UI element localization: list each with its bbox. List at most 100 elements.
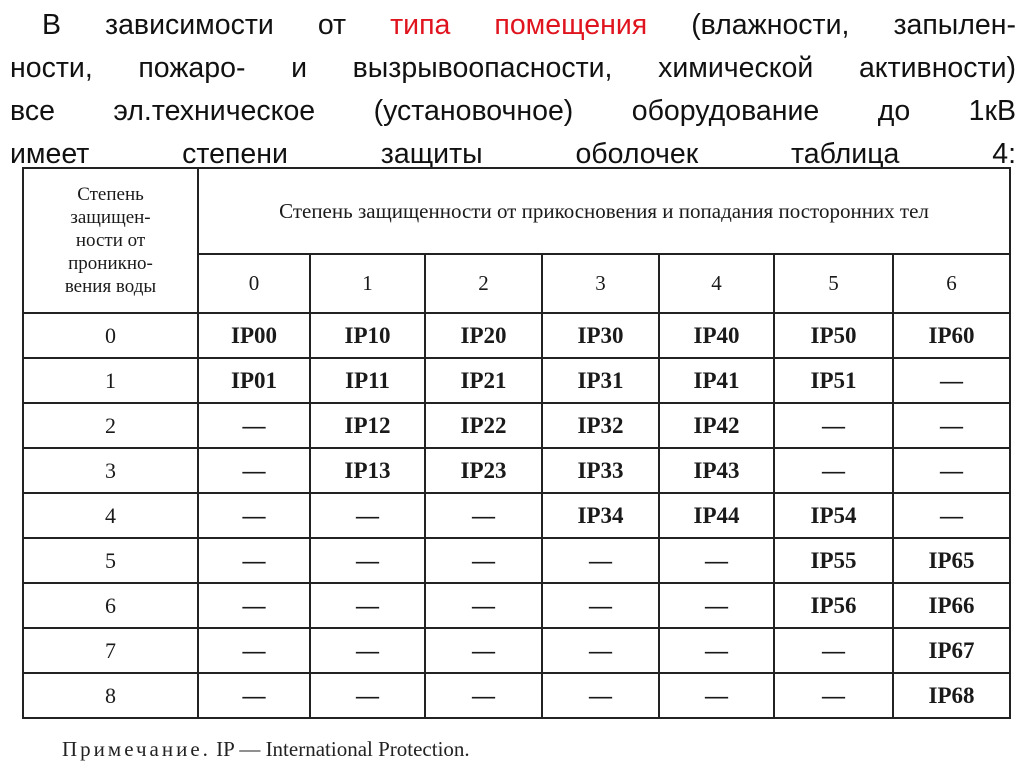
table-cell: — [424,537,543,584]
row-label: 8 [22,672,199,719]
intro-line: имеет степени защиты оболочек таблица 4: [10,133,1016,176]
table-cell: — [658,582,775,629]
table-cell: IP34 [541,492,660,539]
table-cell: IP66 [892,582,1011,629]
note-label: Примечание. [62,737,211,761]
column-number: 5 [773,253,894,314]
table-row: 7— — — — — — IP67 [22,627,1011,674]
table-row: 0 IP00 IP10 IP20 IP30 IP40 IP50 IP60 [22,312,1011,359]
table-cell: IP54 [773,492,894,539]
table-cell: — [424,627,543,674]
intro-line: В зависимости от типа помещения (влажнос… [10,4,1016,47]
table-cell: — [658,537,775,584]
column-number: 3 [541,253,660,314]
intro-segment: В зависимости от [42,9,391,41]
table-row: 3— IP13 IP23 IP33 IP43— — [22,447,1011,494]
table-cell: IP55 [773,537,894,584]
column-number: 0 [197,253,311,314]
table-cell: — [541,582,660,629]
row-header-line: ности от [75,230,146,251]
row-label: 1 [22,357,199,404]
table-cell: IP51 [773,357,894,404]
table-cell: — [541,537,660,584]
table-cell: IP50 [773,312,894,359]
table-cell: IP01 [197,357,311,404]
table-cell: IP00 [197,312,311,359]
table-cell: — [773,402,894,449]
intro-line: ности, пожаро- и вызрывоопасности, химич… [10,47,1016,90]
table-cell: IP31 [541,357,660,404]
table-cell: — [424,492,543,539]
table-cell: — [424,582,543,629]
table-cell: IP60 [892,312,1011,359]
row-header-line: защищен- [70,207,151,228]
row-label: 2 [22,402,199,449]
table-cell: IP68 [892,672,1011,719]
table-cell: — [197,582,311,629]
row-label: 5 [22,537,199,584]
table-cell: — [197,537,311,584]
row-label: 6 [22,582,199,629]
column-number: 1 [309,253,426,314]
column-number: 4 [658,253,775,314]
table-cell: — [892,492,1011,539]
table-cell: IP56 [773,582,894,629]
row-label: 3 [22,447,199,494]
table-cell: IP41 [658,357,775,404]
note-text: IP — International Protection. [216,737,470,761]
table-row: 4— — — IP34 IP44 IP54— [22,492,1011,539]
table-cell: — [892,402,1011,449]
table-row: 5— — — — — IP55 IP65 [22,537,1011,584]
intro-line: все эл.техническое (установочное) оборуд… [10,90,1016,133]
table-cell: IP43 [658,447,775,494]
table-cell: IP30 [541,312,660,359]
table-cell: IP23 [424,447,543,494]
table-row: 6— — — — — IP56 IP66 [22,582,1011,629]
header-row: Степень защищен-ности от проникно-вения во… [22,167,1011,314]
intro-segment: имеет степени защиты оболочек таблица 4: [10,138,1016,170]
column-number: 2 [424,253,543,314]
intro-segment: (влажности, запылен- [647,9,1016,41]
table-cell: — [773,627,894,674]
table-cell: IP33 [541,447,660,494]
table-cell: — [658,627,775,674]
column-number: 6 [892,253,1011,314]
table-cell: — [309,582,426,629]
table-cell: IP65 [892,537,1011,584]
column-header: Степень защищенности от прикосновения и … [197,167,1011,255]
table-cell: IP40 [658,312,775,359]
row-label: 4 [22,492,199,539]
intro-segment: все эл.техническое (установочное) оборуд… [10,95,1016,127]
table-cell: IP22 [424,402,543,449]
row-header-line: вения воды [64,276,157,297]
table-cell: — [892,357,1011,404]
ip-table: Степень защищен-ности от проникно-вения во… [22,167,1011,719]
table-cell: IP42 [658,402,775,449]
table-cell: — [541,627,660,674]
row-header: Степень защищен-ности от проникно-вения во… [22,167,199,314]
table-cell: IP67 [892,627,1011,674]
table-cell: — [197,447,311,494]
table-row: 1 IP01 IP11 IP21 IP31 IP41 IP51— [22,357,1011,404]
table-cell: IP32 [541,402,660,449]
intro-segment: ности, пожаро- и вызрывоопасности, химич… [10,52,1016,84]
table-cell: — [773,672,894,719]
table-cell: IP10 [309,312,426,359]
table-cell: — [892,447,1011,494]
table-cell: IP13 [309,447,426,494]
table-cell: IP12 [309,402,426,449]
table-row: 8— — — — — — IP68 [22,672,1011,719]
table-cell: IP21 [424,357,543,404]
row-label: 0 [22,312,199,359]
table-cell: — [309,672,426,719]
table-cell: IP20 [424,312,543,359]
table-cell: — [773,447,894,494]
table-cell: — [197,672,311,719]
note: Примечание. IP — International Protectio… [62,737,470,762]
highlight: типа помещения [390,9,648,41]
table-cell: IP44 [658,492,775,539]
row-header-line: Степень [77,184,144,205]
intro-text: В зависимости от типа помещения (влажнос… [10,4,1016,176]
